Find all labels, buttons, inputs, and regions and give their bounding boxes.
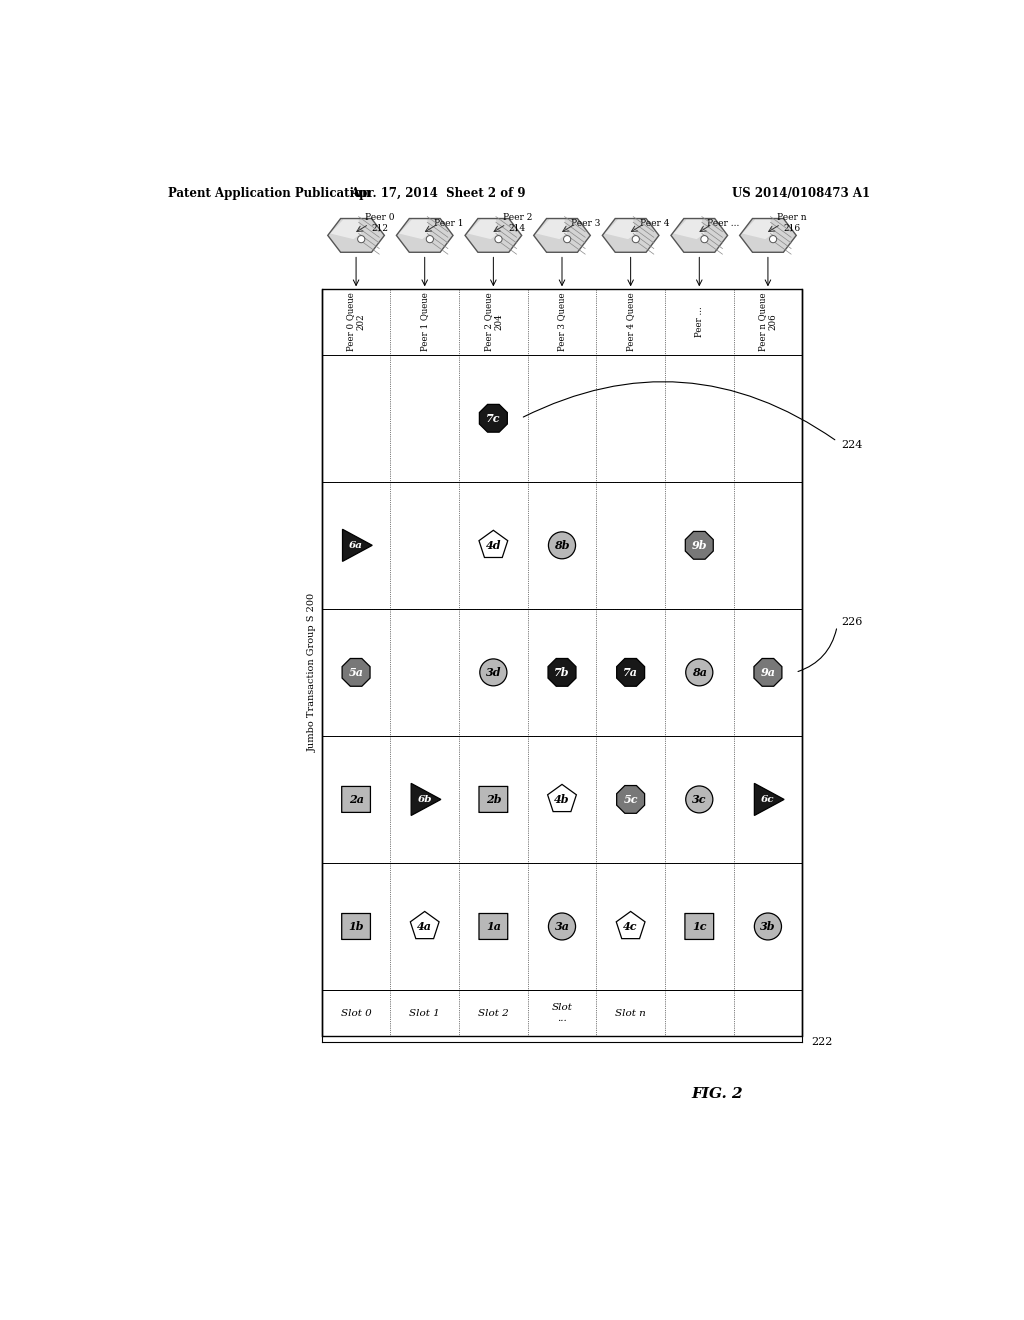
Polygon shape <box>479 531 508 557</box>
Text: Peer n Queue
206: Peer n Queue 206 <box>758 293 777 351</box>
Bar <box>322 289 802 1036</box>
Text: Slot n: Slot n <box>615 1008 646 1018</box>
Text: 7b: 7b <box>554 667 569 678</box>
Text: Patent Application Publication: Patent Application Publication <box>168 187 371 199</box>
Text: 8a: 8a <box>692 667 707 678</box>
Text: 224: 224 <box>841 441 862 450</box>
Circle shape <box>480 659 507 686</box>
Polygon shape <box>468 219 499 239</box>
Text: Jumbo Transaction Group S 200: Jumbo Transaction Group S 200 <box>308 593 317 752</box>
Text: Peer ...: Peer ... <box>708 219 739 227</box>
Text: Peer 1 Queue: Peer 1 Queue <box>420 293 429 351</box>
Polygon shape <box>479 404 507 432</box>
Text: Slot
...: Slot ... <box>552 1003 572 1023</box>
Text: Peer 2 Queue
204: Peer 2 Queue 204 <box>483 293 503 351</box>
Circle shape <box>495 235 502 243</box>
Circle shape <box>700 235 708 243</box>
Circle shape <box>769 235 776 243</box>
Polygon shape <box>342 529 373 561</box>
Text: 4b: 4b <box>554 793 569 805</box>
Polygon shape <box>331 219 361 239</box>
Text: FIG. 2: FIG. 2 <box>691 1086 742 1101</box>
Text: 5a: 5a <box>348 667 364 678</box>
Text: 6a: 6a <box>349 541 364 550</box>
Text: 7a: 7a <box>624 667 638 678</box>
Polygon shape <box>685 532 714 560</box>
Text: Peer ...: Peer ... <box>695 306 703 338</box>
Text: 4c: 4c <box>624 921 638 932</box>
Text: 9b: 9b <box>691 540 707 550</box>
Text: Peer 0
212: Peer 0 212 <box>366 214 395 232</box>
FancyBboxPatch shape <box>342 913 371 940</box>
Text: Peer n
216: Peer n 216 <box>777 214 807 232</box>
Polygon shape <box>537 219 567 239</box>
Polygon shape <box>396 219 453 252</box>
Polygon shape <box>616 659 645 686</box>
Polygon shape <box>328 219 384 252</box>
FancyBboxPatch shape <box>479 913 508 940</box>
Text: 6b: 6b <box>418 795 432 804</box>
Text: Peer 4 Queue: Peer 4 Queue <box>626 293 635 351</box>
Polygon shape <box>465 219 521 252</box>
Polygon shape <box>616 911 645 939</box>
Circle shape <box>426 235 433 243</box>
Text: Peer 3 Queue: Peer 3 Queue <box>557 293 566 351</box>
Text: 1b: 1b <box>348 921 364 932</box>
Text: 9a: 9a <box>761 667 775 678</box>
Text: 4d: 4d <box>485 540 501 550</box>
Circle shape <box>549 532 575 558</box>
Polygon shape <box>605 219 636 239</box>
Polygon shape <box>739 219 797 252</box>
Polygon shape <box>412 783 441 816</box>
Polygon shape <box>671 219 728 252</box>
Polygon shape <box>755 783 784 816</box>
Text: 8b: 8b <box>554 540 569 550</box>
Text: Peer 2
214: Peer 2 214 <box>503 214 532 232</box>
Text: Slot 1: Slot 1 <box>410 1008 440 1018</box>
Text: 222: 222 <box>812 1038 833 1047</box>
Circle shape <box>755 913 781 940</box>
Text: 3d: 3d <box>485 667 501 678</box>
Text: Peer 1: Peer 1 <box>434 219 464 227</box>
Text: Slot 2: Slot 2 <box>478 1008 509 1018</box>
Text: 6c: 6c <box>761 795 775 804</box>
Text: 3c: 3c <box>692 793 707 805</box>
Polygon shape <box>616 785 645 813</box>
Polygon shape <box>548 784 577 812</box>
Text: 4a: 4a <box>417 921 432 932</box>
Text: 3b: 3b <box>760 921 775 932</box>
Circle shape <box>632 235 639 243</box>
Text: Peer 4: Peer 4 <box>640 219 670 227</box>
Polygon shape <box>548 659 575 686</box>
Text: 2a: 2a <box>348 793 364 805</box>
Text: 5c: 5c <box>624 793 638 805</box>
Text: Slot 0: Slot 0 <box>341 1008 372 1018</box>
Polygon shape <box>742 219 773 239</box>
Text: 1c: 1c <box>692 921 707 932</box>
Text: Apr. 17, 2014  Sheet 2 of 9: Apr. 17, 2014 Sheet 2 of 9 <box>350 187 525 199</box>
FancyBboxPatch shape <box>342 787 371 812</box>
Polygon shape <box>342 659 370 686</box>
Polygon shape <box>674 219 705 239</box>
Polygon shape <box>754 659 782 686</box>
Text: US 2014/0108473 A1: US 2014/0108473 A1 <box>732 187 870 199</box>
Circle shape <box>686 659 713 686</box>
Text: 1a: 1a <box>485 921 501 932</box>
Polygon shape <box>399 219 430 239</box>
Text: Peer 3: Peer 3 <box>571 219 601 227</box>
Polygon shape <box>411 911 439 939</box>
Text: Peer 0 Queue
202: Peer 0 Queue 202 <box>346 293 366 351</box>
FancyBboxPatch shape <box>685 913 714 940</box>
Text: 226: 226 <box>841 618 862 627</box>
Text: 2b: 2b <box>485 793 501 805</box>
Circle shape <box>549 913 575 940</box>
Polygon shape <box>534 219 590 252</box>
Polygon shape <box>602 219 659 252</box>
Circle shape <box>357 235 365 243</box>
FancyBboxPatch shape <box>479 787 508 812</box>
Text: 7c: 7c <box>486 413 501 424</box>
Circle shape <box>686 785 713 813</box>
Circle shape <box>563 235 570 243</box>
Text: 3a: 3a <box>555 921 569 932</box>
